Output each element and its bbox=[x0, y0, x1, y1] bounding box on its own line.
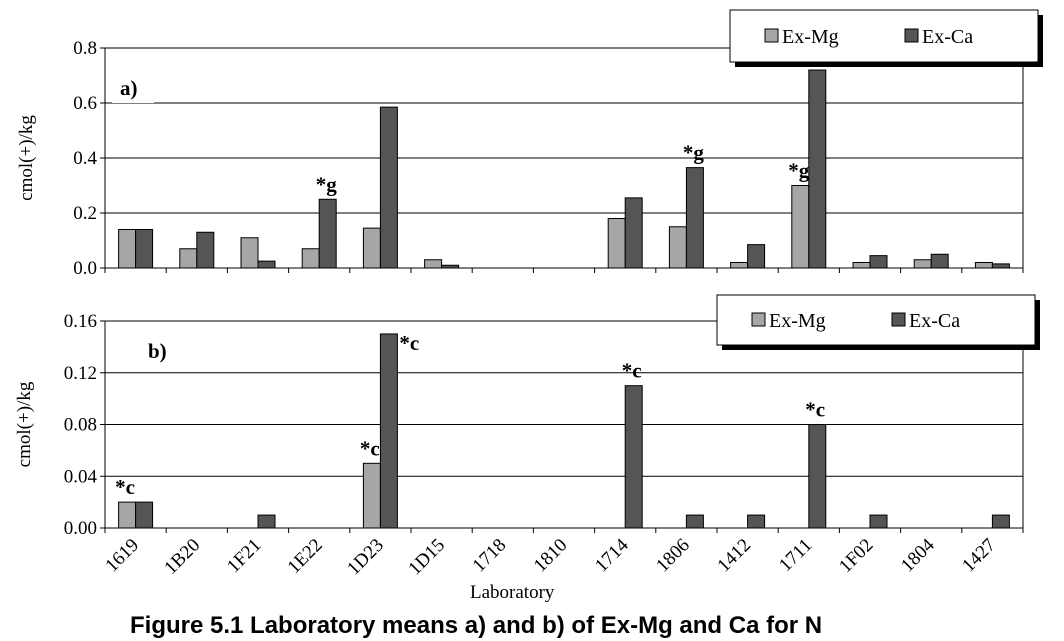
bar-ex-ca-1427 bbox=[991, 514, 1010, 529]
x-tick-label: 1D23 bbox=[343, 535, 388, 580]
bar-ex-ca-1619 bbox=[135, 229, 154, 269]
bar-ex-mg-1711 bbox=[791, 185, 810, 269]
bar-ex-mg-1804 bbox=[913, 259, 932, 269]
significance-annotation: *c bbox=[360, 436, 380, 460]
y-tick-label: 0.16 bbox=[64, 311, 97, 332]
y-tick-label: 0.8 bbox=[73, 38, 97, 59]
y-tick-label: 0.08 bbox=[64, 415, 97, 436]
bar-ex-mg-1427 bbox=[974, 262, 993, 269]
bar-ex-mg-1714 bbox=[607, 218, 626, 269]
legend-box bbox=[716, 294, 1036, 346]
bar-ex-ca-1711 bbox=[808, 424, 827, 529]
bar-ex-mg-1412 bbox=[730, 262, 749, 269]
bar-ex-mg-1d23 bbox=[362, 462, 381, 529]
significance-annotation: *c bbox=[399, 331, 419, 355]
y-tick-label: 0.12 bbox=[64, 363, 97, 384]
y-tick-label: 0.00 bbox=[64, 518, 97, 539]
x-tick-label: 1427 bbox=[958, 535, 1000, 577]
x-tick-label: 1804 bbox=[897, 534, 939, 576]
significance-annotation: *g bbox=[683, 141, 705, 165]
bar-ex-ca-1806 bbox=[685, 514, 704, 529]
significance-annotation: *c bbox=[622, 359, 642, 383]
x-tick-label: 1D15 bbox=[404, 535, 449, 580]
x-tick-label: 1810 bbox=[530, 535, 572, 577]
figure-caption: Figure 5.1 Laboratory means a) and b) of… bbox=[130, 612, 823, 639]
legend-swatch-ex-ca bbox=[904, 28, 919, 43]
bar-ex-mg-1806 bbox=[668, 226, 687, 269]
bar-ex-ca-1806 bbox=[685, 167, 704, 269]
significance-annotation: *g bbox=[316, 172, 338, 196]
significance-annotation: *g bbox=[788, 159, 810, 183]
x-tick-label: 1412 bbox=[713, 535, 755, 577]
legend-label-ex-mg: Ex-Mg bbox=[769, 310, 826, 332]
legend-label-ex-ca: Ex-Ca bbox=[922, 26, 973, 48]
significance-annotation: *c bbox=[805, 398, 825, 422]
x-tick-label: 1F02 bbox=[835, 535, 877, 577]
bar-ex-ca-1f21 bbox=[257, 514, 276, 529]
panel-label: b) bbox=[148, 339, 167, 363]
significance-annotation: *c bbox=[115, 475, 135, 499]
bar-ex-mg-1619 bbox=[118, 229, 137, 269]
legend-label-ex-mg: Ex-Mg bbox=[782, 26, 839, 48]
bar-ex-ca-1f02 bbox=[869, 255, 888, 269]
y-tick-label: 0.04 bbox=[64, 466, 98, 487]
bar-ex-ca-1d23 bbox=[379, 106, 398, 269]
legend-swatch-ex-ca bbox=[891, 312, 906, 327]
bar-ex-mg-1f21 bbox=[240, 237, 259, 269]
legend-swatch-ex-mg bbox=[751, 312, 766, 327]
x-tick-label: 1E22 bbox=[284, 535, 327, 578]
bar-ex-ca-1e22 bbox=[318, 198, 337, 269]
x-tick-label: 1711 bbox=[775, 535, 816, 576]
y-axis-title: cmol(+)/kg bbox=[16, 115, 37, 201]
y-tick-label: 0.2 bbox=[73, 203, 97, 224]
bar-ex-mg-1b20 bbox=[179, 248, 198, 269]
bar-ex-ca-1619 bbox=[135, 501, 154, 529]
legend-box bbox=[729, 9, 1039, 63]
x-tick-label: 1B20 bbox=[160, 535, 204, 579]
bar-ex-ca-1412 bbox=[747, 244, 766, 269]
bar-ex-ca-1b20 bbox=[196, 231, 215, 269]
panel-label: a) bbox=[120, 76, 138, 100]
x-tick-label: 1619 bbox=[101, 535, 143, 577]
x-tick-label: 1806 bbox=[652, 535, 694, 577]
panel-label-bg bbox=[140, 336, 190, 366]
bar-ex-ca-1d23 bbox=[379, 333, 398, 529]
bar-ex-mg-1619 bbox=[118, 501, 137, 529]
bar-ex-ca-1412 bbox=[747, 514, 766, 529]
y-axis-title: cmol(+)/kg bbox=[14, 381, 35, 467]
bar-ex-mg-1e22 bbox=[301, 248, 320, 269]
panel-label-bg bbox=[112, 73, 154, 103]
bar-ex-ca-1711 bbox=[808, 69, 827, 269]
y-tick-label: 0.6 bbox=[73, 93, 97, 114]
y-tick-label: 0.0 bbox=[73, 258, 97, 279]
legend-swatch-ex-mg bbox=[764, 28, 779, 43]
bar-ex-mg-1d15 bbox=[424, 259, 443, 269]
x-tick-label: 1F21 bbox=[223, 535, 265, 577]
bar-ex-ca-1714 bbox=[624, 385, 643, 529]
bar-ex-ca-1f02 bbox=[869, 514, 888, 529]
bar-ex-mg-1d23 bbox=[362, 227, 381, 269]
legend-label-ex-ca: Ex-Ca bbox=[909, 310, 960, 332]
bar-ex-ca-1d15 bbox=[441, 264, 460, 269]
x-tick-label: 1714 bbox=[591, 534, 633, 576]
bar-ex-ca-1804 bbox=[930, 253, 949, 269]
x-tick-label: 1718 bbox=[469, 535, 511, 577]
bar-ex-ca-1f21 bbox=[257, 260, 276, 269]
bar-ex-mg-1f02 bbox=[852, 262, 871, 269]
bar-ex-ca-1714 bbox=[624, 197, 643, 269]
y-tick-label: 0.4 bbox=[73, 148, 97, 169]
bar-ex-ca-1427 bbox=[991, 263, 1010, 269]
x-axis-title: Laboratory bbox=[470, 582, 555, 603]
